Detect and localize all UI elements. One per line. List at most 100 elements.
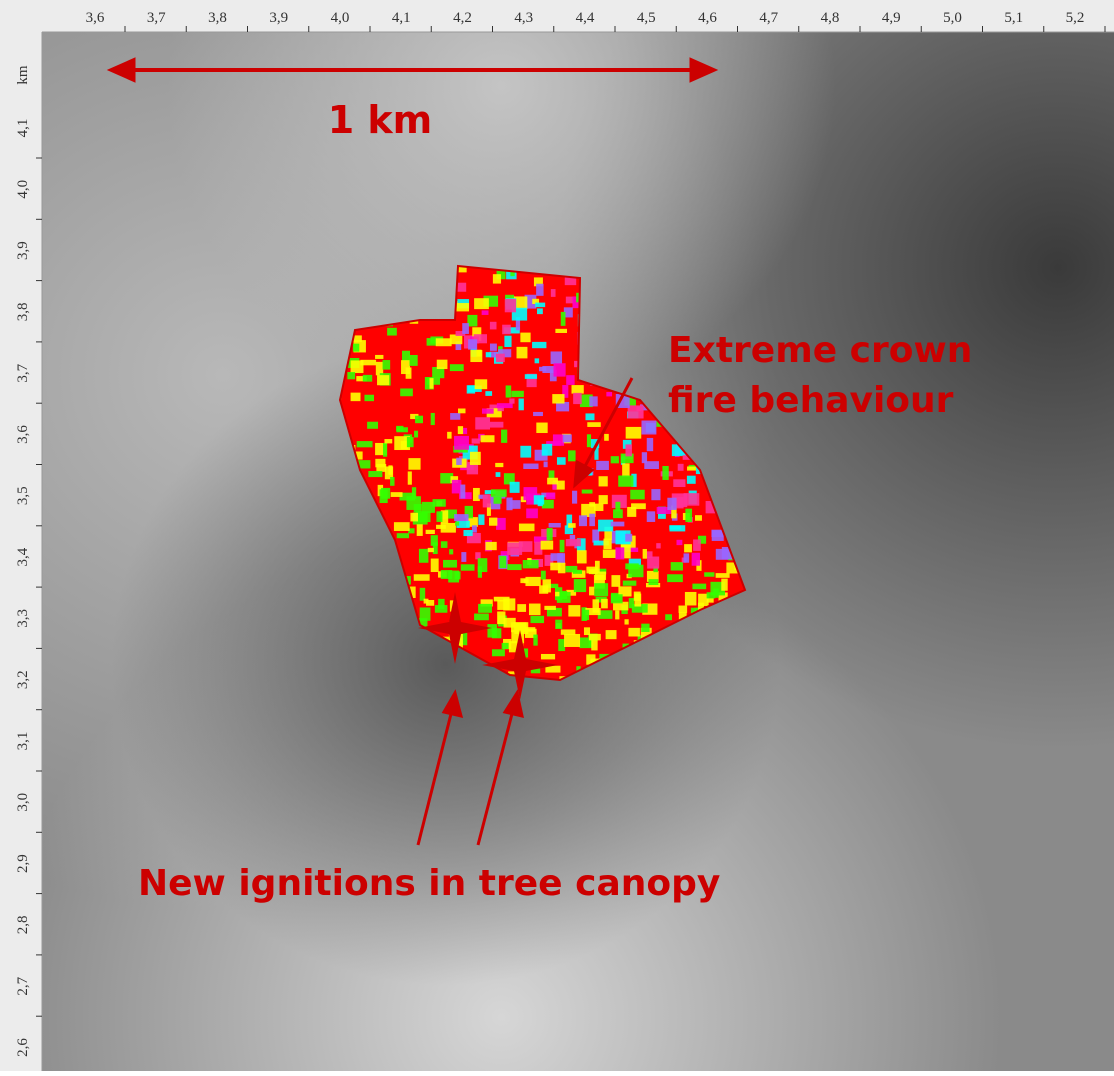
fire-cell — [475, 379, 488, 389]
fire-cell — [628, 565, 643, 578]
fire-cell — [406, 367, 412, 378]
fire-cell — [665, 614, 672, 620]
fire-cell — [519, 524, 535, 532]
fire-cell — [394, 522, 410, 531]
fire-cell — [509, 398, 514, 403]
fire-cell — [426, 530, 435, 534]
fire-cell — [550, 563, 560, 571]
fire-cell — [436, 338, 452, 346]
fire-cell — [564, 634, 580, 647]
ruler-label: 5,0 — [943, 10, 962, 26]
fire-cell — [566, 375, 574, 385]
fire-cell — [496, 472, 501, 477]
fire-cell — [497, 403, 513, 408]
fire-cell — [566, 539, 581, 546]
ruler-unit: km — [15, 65, 31, 85]
annotation: New ignitions in tree canopy — [138, 863, 720, 904]
fire-cell — [541, 571, 546, 580]
fire-cell — [367, 422, 378, 429]
fire-cell — [594, 583, 608, 596]
fire-cell — [692, 584, 706, 590]
fire-cell — [596, 461, 609, 470]
fire-cell — [611, 522, 625, 527]
fire-cell — [407, 437, 414, 447]
ruler-label: 3,5 — [15, 486, 31, 505]
fire-cell — [611, 456, 619, 463]
fire-cell — [671, 562, 683, 570]
fire-cell — [695, 515, 702, 521]
fire-cell — [436, 525, 446, 529]
fire-cell — [552, 394, 564, 403]
fire-cell — [547, 528, 553, 540]
fire-cell — [568, 523, 575, 528]
fire-cell — [491, 489, 507, 497]
fire-cell — [431, 559, 439, 572]
fire-cell — [408, 471, 412, 484]
fire-cell — [547, 478, 558, 485]
fire-cell — [589, 634, 601, 640]
fire-cell — [391, 492, 403, 497]
fire-cell — [496, 354, 505, 362]
ruler-label: 4,1 — [15, 119, 31, 138]
ruler-label: 4,8 — [821, 10, 840, 26]
fire-cell — [463, 530, 472, 536]
fire-cell — [492, 649, 505, 656]
fire-cell — [478, 514, 484, 524]
fire-cell — [693, 539, 701, 550]
fire-cell — [486, 352, 491, 357]
fire-cell — [502, 325, 511, 335]
fire-cell — [713, 589, 719, 598]
fire-cell — [618, 476, 633, 487]
fire-cell — [460, 485, 465, 499]
fire-cell — [431, 535, 438, 546]
fire-cell — [485, 542, 496, 550]
fire-cell — [692, 553, 700, 566]
ruler-label: 3,6 — [86, 10, 105, 26]
fire-cell — [541, 541, 554, 550]
fire-cell — [475, 417, 490, 429]
fire-cell — [604, 434, 609, 441]
fire-cell — [478, 604, 492, 613]
fire-cell — [414, 574, 430, 581]
fire-cell — [473, 488, 480, 501]
ruler-label: 5,2 — [1066, 10, 1085, 26]
fire-cell — [495, 463, 503, 467]
ruler-label: 4,0 — [15, 180, 31, 199]
fire-cell — [506, 385, 512, 397]
fire-cell — [520, 333, 530, 343]
fire-cell — [519, 399, 524, 411]
fire-cell — [431, 413, 435, 425]
fire-cell — [517, 347, 528, 359]
fire-cell — [483, 495, 491, 508]
fire-cell — [436, 511, 442, 522]
fire-cell — [568, 605, 580, 616]
ruler-label: 3,8 — [15, 303, 31, 322]
fire-cell — [470, 350, 482, 362]
fire-cell — [493, 274, 501, 283]
fire-cell — [511, 391, 523, 397]
fire-cell — [433, 499, 446, 507]
fire-cell — [523, 464, 538, 469]
fire-cell — [482, 310, 489, 314]
fire-cell — [533, 635, 537, 646]
ruler-label: 4,9 — [882, 10, 901, 26]
fire-cell — [502, 643, 509, 649]
fire-cell — [546, 493, 555, 500]
ruler-label: 2,8 — [15, 916, 31, 935]
fire-cell — [582, 490, 593, 494]
fire-cell — [613, 509, 623, 518]
fire-cell — [375, 459, 385, 467]
ruler-label: 3,2 — [15, 670, 31, 689]
fire-cell — [474, 614, 489, 621]
ruler-label: 4,7 — [759, 10, 778, 26]
fire-cell — [455, 521, 459, 525]
fire-cell — [529, 604, 541, 616]
fire-cell — [456, 303, 469, 311]
fire-cell — [357, 441, 373, 447]
screen: 3,63,73,83,94,04,14,24,34,44,54,64,74,84… — [0, 0, 1114, 1071]
ruler-label: 3,7 — [15, 363, 31, 382]
fire-cell — [667, 498, 676, 510]
fire-cell — [497, 600, 509, 610]
ruler-label: 3,0 — [15, 793, 31, 812]
fire-cell — [499, 556, 506, 568]
